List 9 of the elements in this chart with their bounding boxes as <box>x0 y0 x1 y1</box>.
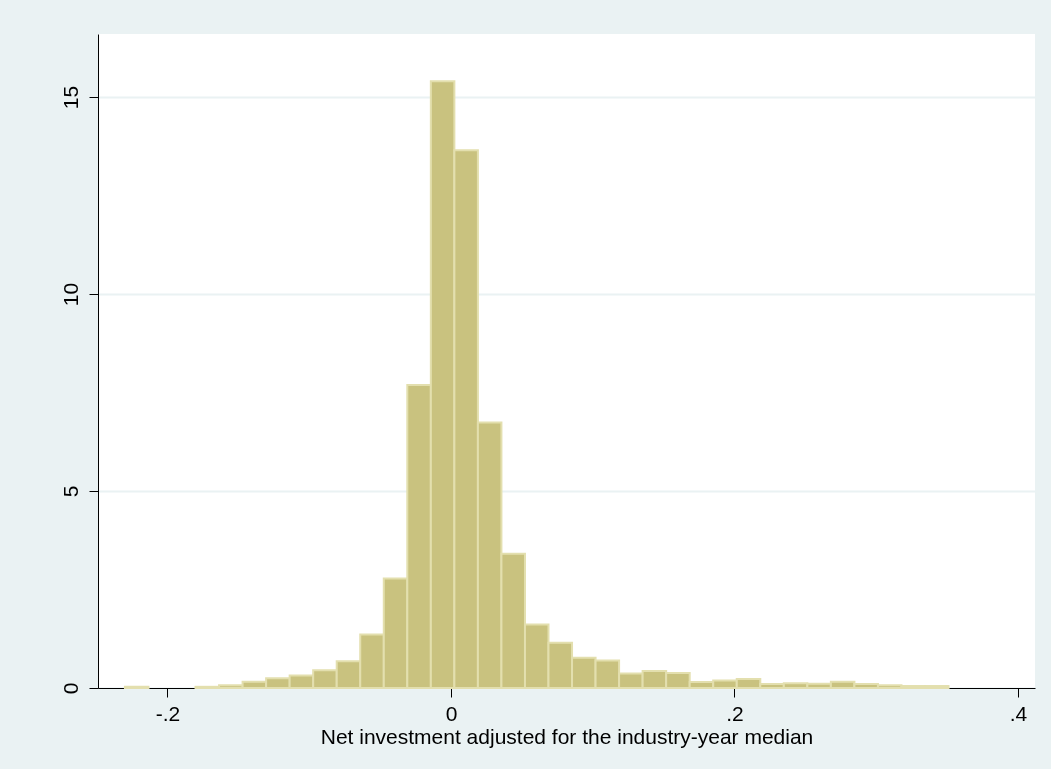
x-tick-label: .2 <box>726 701 744 725</box>
x-tick-label: -.2 <box>155 701 181 725</box>
x-tick-label: .4 <box>1009 701 1028 725</box>
y-tick-label: 10 <box>58 282 82 307</box>
y-tick-label: 0 <box>58 682 82 695</box>
x-axis-title: Net investment adjusted for the industry-year median <box>320 724 814 748</box>
x-tick-label: 0 <box>445 701 458 725</box>
y-tick-label: 15 <box>58 85 82 110</box>
y-tick-label: 5 <box>58 485 82 498</box>
